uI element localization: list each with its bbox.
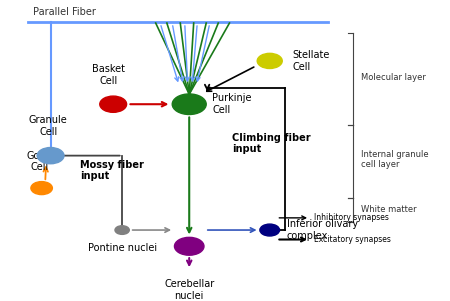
Text: Inhibitory synapses: Inhibitory synapses [315, 213, 389, 222]
Text: Granule
Cell: Granule Cell [29, 115, 68, 137]
Circle shape [115, 226, 129, 234]
Text: Molecular layer: Molecular layer [361, 73, 426, 82]
Circle shape [37, 147, 64, 164]
Text: White matter: White matter [361, 205, 417, 214]
Circle shape [100, 96, 126, 112]
Circle shape [31, 182, 52, 194]
Text: Purkinje
Cell: Purkinje Cell [212, 93, 252, 115]
Text: Golgi
Cell: Golgi Cell [27, 151, 52, 172]
Circle shape [172, 94, 206, 114]
Text: Climbing fiber
input: Climbing fiber input [232, 133, 310, 154]
Circle shape [260, 224, 279, 236]
Text: Basket
Cell: Basket Cell [92, 64, 125, 86]
Text: Mossy fiber
input: Mossy fiber input [80, 160, 144, 181]
Text: Pontine nuclei: Pontine nuclei [88, 243, 157, 253]
Text: Excitatory synapses: Excitatory synapses [315, 235, 392, 244]
Text: Stellate
Cell: Stellate Cell [292, 50, 329, 72]
Circle shape [257, 53, 282, 69]
Text: Internal granule
cell layer: Internal granule cell layer [361, 150, 429, 169]
Text: Cerebellar
nuclei: Cerebellar nuclei [164, 279, 214, 301]
Circle shape [175, 237, 204, 255]
Text: Parallel Fiber: Parallel Fiber [33, 7, 95, 17]
Text: Inferior olivary
complex: Inferior olivary complex [287, 219, 358, 241]
